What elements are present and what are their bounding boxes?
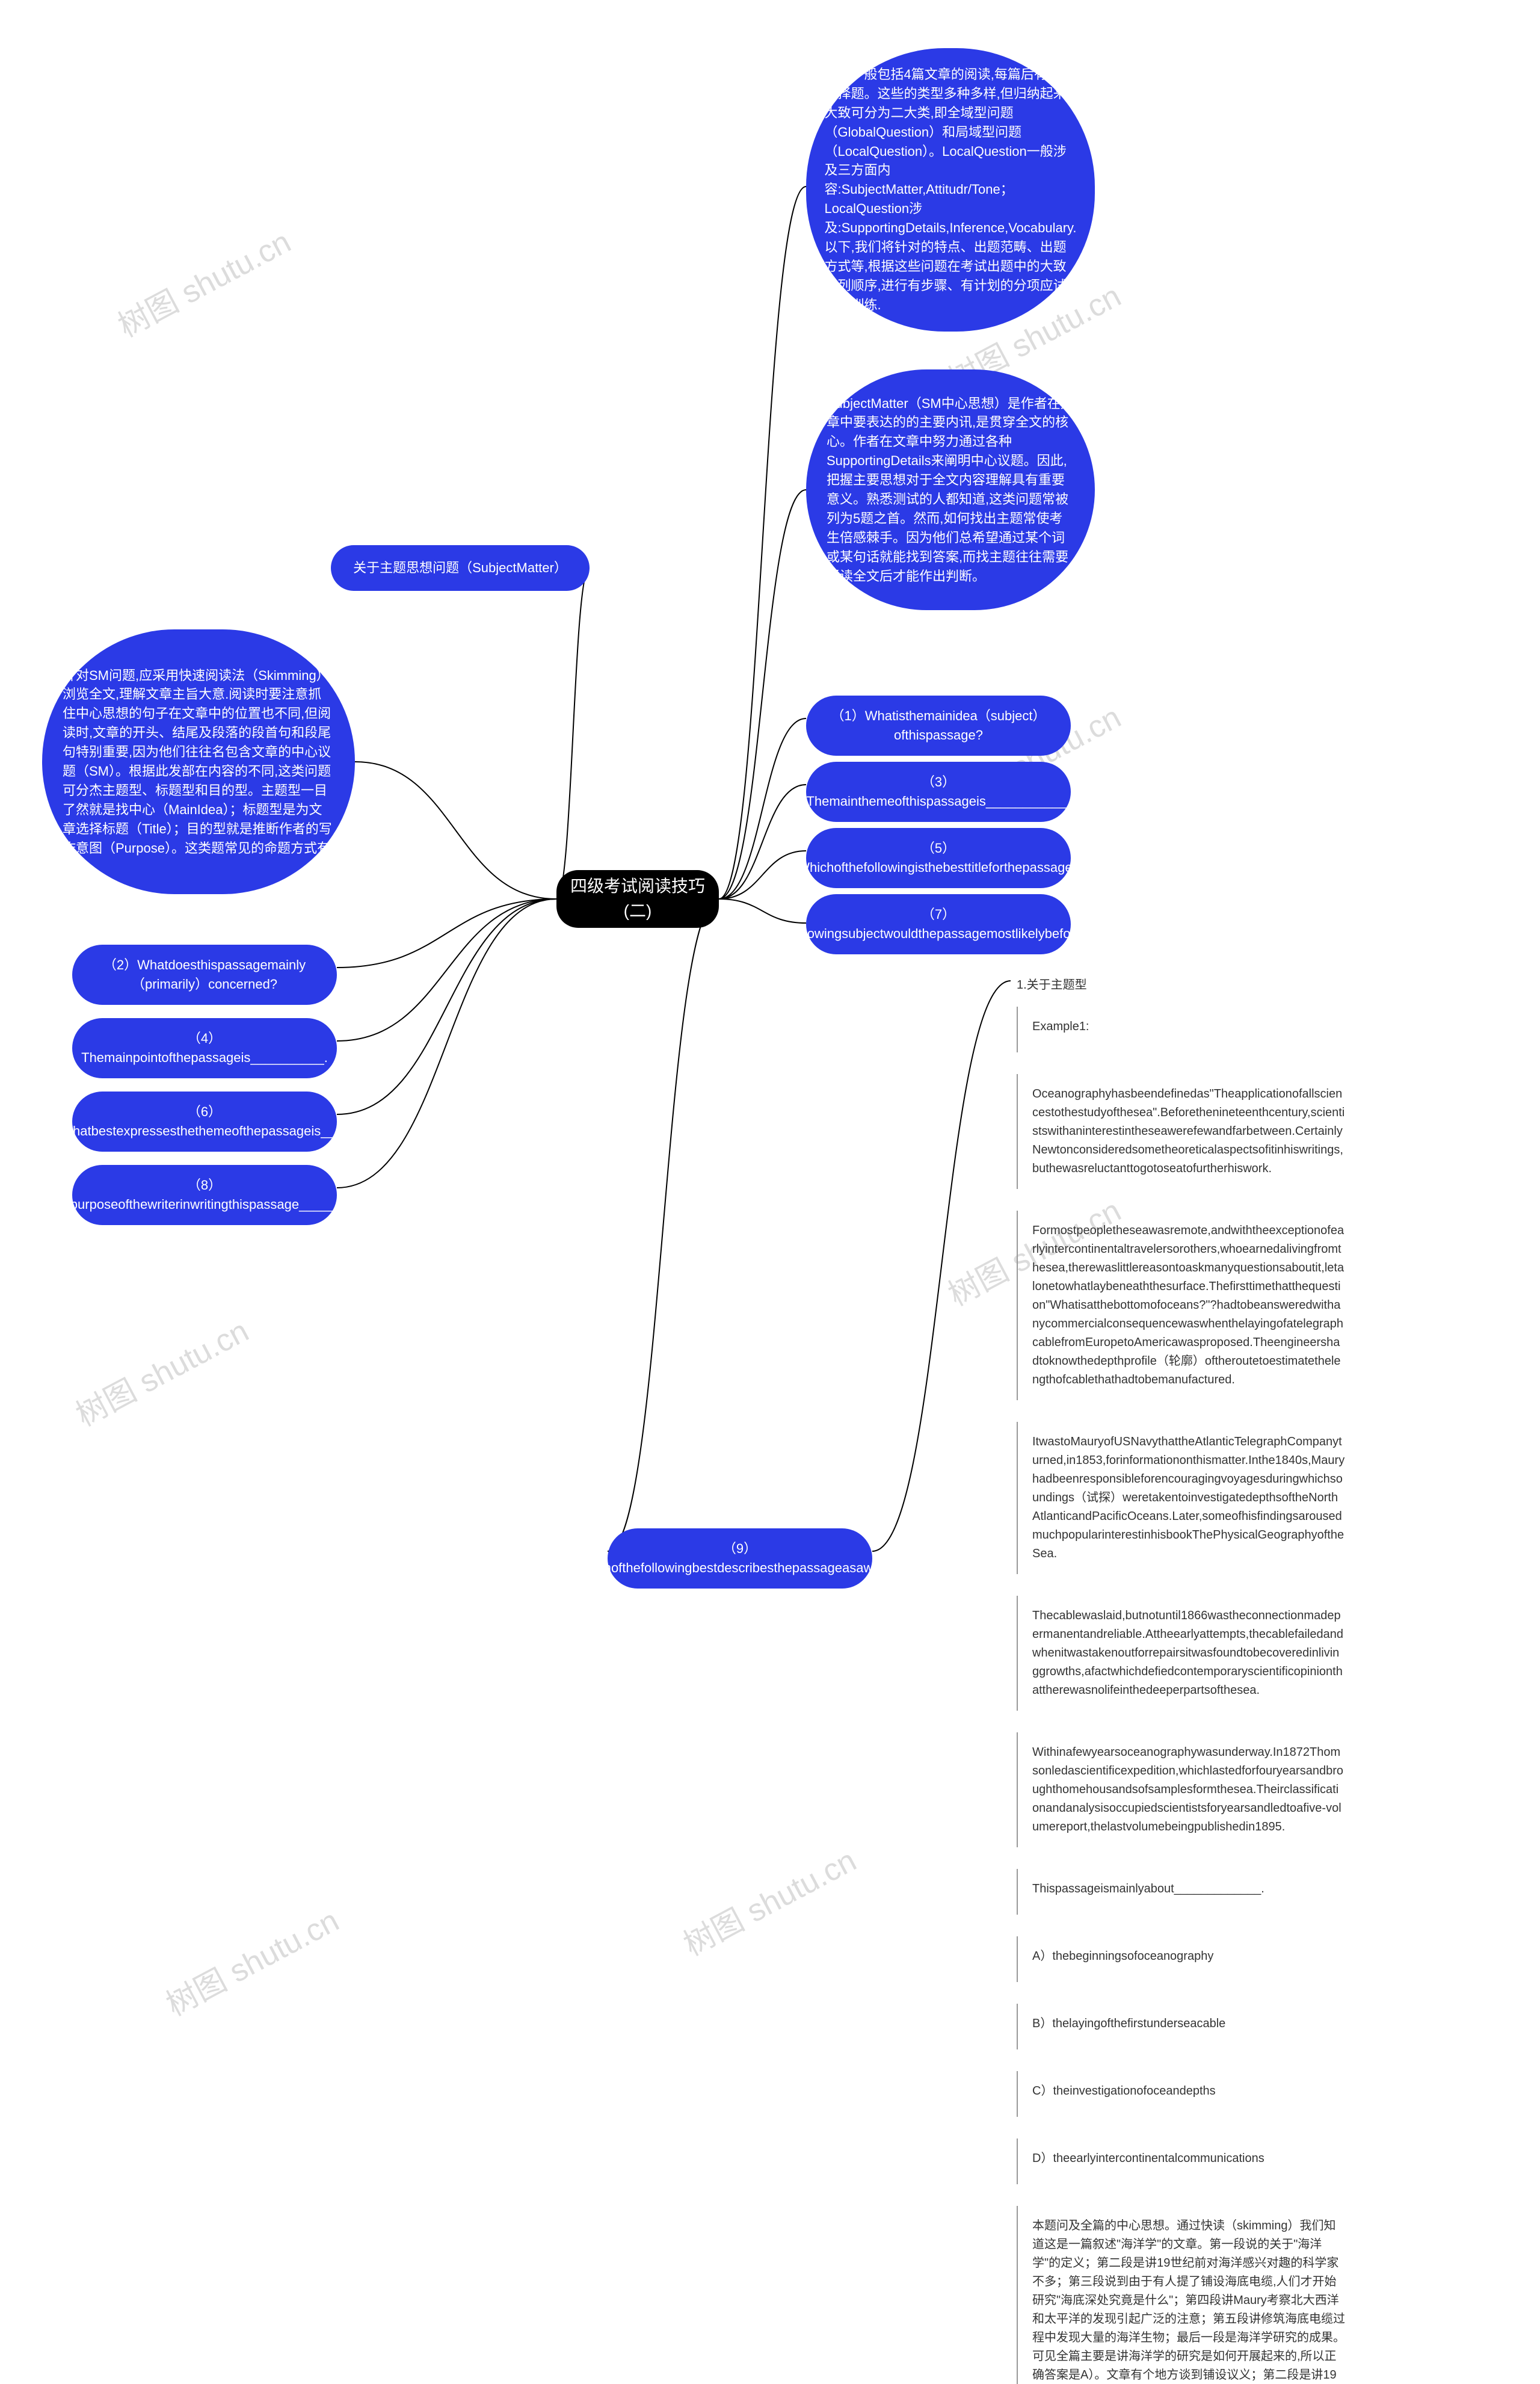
node-q6-label: （6）Thetitlethatbestexpressesthethemeofth… <box>26 1102 383 1141</box>
node-q6: （6）Thetitlethatbestexpressesthethemeofth… <box>72 1092 337 1152</box>
side-row-9: C）theinvestigationofoceandepths <box>1017 2071 1354 2117</box>
side-row-6: Thispassageismainlyabout_____________. <box>1017 1869 1354 1915</box>
edge-10 <box>337 899 556 1114</box>
watermark-0: 树图 shutu.cn <box>109 217 297 345</box>
side-row-0: Example1: <box>1017 1007 1354 1052</box>
center-node: 四级考试阅读技巧(二) <box>556 870 719 928</box>
side-row-1: Oceanographyhasbeendefinedas"Theapplicat… <box>1017 1074 1354 1189</box>
edge-11 <box>337 899 556 1188</box>
node-q5: （5）Whichofthefollowingisthebesttitlefort… <box>806 828 1071 888</box>
side-row-5: Withinafewyearsoceanographywasunderway.I… <box>1017 1732 1354 1847</box>
node-big3-label: 针对SM问题,应采用快速阅读法（Skimming）浏览全文,理解文章主旨大意.阅… <box>63 666 334 858</box>
edge-8 <box>337 899 556 968</box>
node-big1-label: 测试一般包括4篇文章的阅读,每篇后有5道选择题。这些的类型多种多样,但归纳起来大… <box>824 65 1076 315</box>
edge-1 <box>719 490 806 899</box>
watermark-3: 树图 shutu.cn <box>674 1835 863 1964</box>
node-q5-label: （5）Whichofthefollowingisthebesttitlefort… <box>797 839 1080 877</box>
edge-12 <box>608 899 719 1551</box>
edge-9 <box>337 899 556 1041</box>
node-q2: （2）Whatdoesthispassagemainly（primarily）c… <box>72 945 337 1005</box>
edge-4 <box>719 718 806 899</box>
node-q4: （4）Themainpointofthepassageis__________. <box>72 1018 337 1078</box>
node-q4-label: （4）Themainpointofthepassageis__________. <box>81 1029 328 1067</box>
edge-0 <box>719 187 806 899</box>
edge-13 <box>872 981 1011 1551</box>
node-sm: 关于主题思想问题（SubjectMatter） <box>331 545 590 591</box>
edge-2 <box>556 568 590 899</box>
side-header: 1.关于主题型 <box>1017 975 1354 1001</box>
side-row-11: 本题问及全篇的中心思想。通过快读（skimming）我们知道这是一篇叙述"海洋学… <box>1017 2206 1354 2384</box>
edge-5 <box>719 785 806 899</box>
edge-6 <box>719 851 806 899</box>
node-q7: （7）Onwhichofthefollowingsubjectwouldthep… <box>806 894 1071 954</box>
node-q3: （3）Themainthemeofthispassageis__________… <box>806 762 1071 822</box>
node-q8: （8）Thepurposeofthewriterinwritingthispas… <box>72 1165 337 1225</box>
node-q2-label: （2）Whatdoesthispassagemainly（primarily）c… <box>85 956 324 994</box>
node-q9: （9）Whichofthefollowingbestdescribesthepa… <box>608 1528 872 1589</box>
node-q1-label: （1）Whatisthemainidea（subject）ofthispassa… <box>819 706 1058 745</box>
side-row-10: D）theearlyintercontinentalcommunications <box>1017 2138 1354 2184</box>
node-big2-label: SubjectMatter（SM中心思想）是作者在文章中要表达的的主要内讯,是贯… <box>827 394 1074 586</box>
watermark-4: 树图 shutu.cn <box>157 1895 345 2024</box>
side-row-8: B）thelayingofthefirstunderseacable <box>1017 2004 1354 2049</box>
node-big2: SubjectMatter（SM中心思想）是作者在文章中要表达的的主要内讯,是贯… <box>806 369 1095 610</box>
side-row-7: A）thebeginningsofoceanography <box>1017 1936 1354 1982</box>
center-label: 四级考试阅读技巧(二) <box>570 874 706 923</box>
node-q3-label: （3）Themainthemeofthispassageis__________… <box>806 773 1070 811</box>
edge-3 <box>355 762 556 899</box>
node-q7-label: （7）Onwhichofthefollowingsubjectwouldthep… <box>709 905 1168 943</box>
side-row-2: Formostpeopletheseawasremote,andwiththee… <box>1017 1211 1354 1400</box>
node-sm-label: 关于主题思想问题（SubjectMatter） <box>353 558 567 578</box>
node-big3: 针对SM问题,应采用快速阅读法（Skimming）浏览全文,理解文章主旨大意.阅… <box>42 629 355 894</box>
side-row-4: Thecablewaslaid,butnotuntil1866wasthecon… <box>1017 1596 1354 1711</box>
example-side-column: 1.关于主题型 Example1: Oceanographyhasbeendefi… <box>1017 975 1354 2384</box>
node-q1: （1）Whatisthemainidea（subject）ofthispassa… <box>806 696 1071 756</box>
side-row-3: ItwastoMauryofUSNavythattheAtlanticTeleg… <box>1017 1422 1354 1574</box>
node-big1: 测试一般包括4篇文章的阅读,每篇后有5道选择题。这些的类型多种多样,但归纳起来大… <box>806 48 1095 332</box>
node-q9-label: （9）Whichofthefollowingbestdescribesthepa… <box>574 1539 905 1578</box>
node-q8-label: （8）Thepurposeofthewriterinwritingthispas… <box>48 1176 362 1214</box>
watermark-2: 树图 shutu.cn <box>67 1306 255 1434</box>
